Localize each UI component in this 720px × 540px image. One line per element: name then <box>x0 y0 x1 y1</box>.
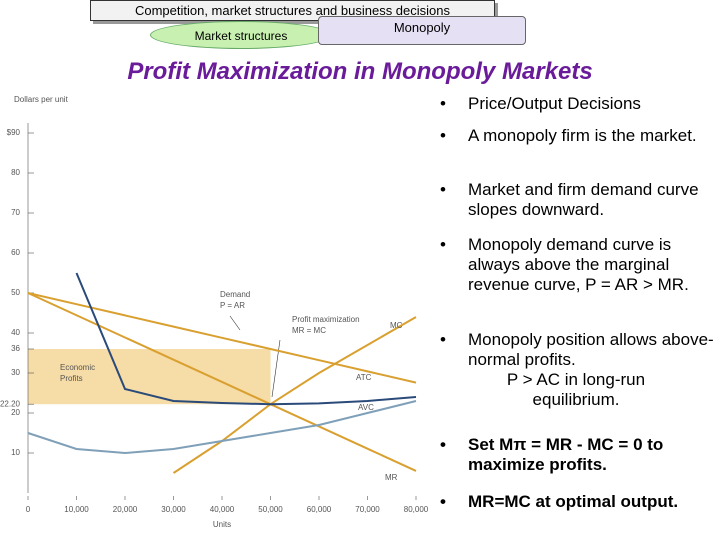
bullet-text: MR=MC at optimal output. <box>468 492 679 511</box>
y-tick-label: 30 <box>11 368 20 377</box>
y-tick-label: 36 <box>11 344 20 353</box>
bullet-text: Market and firm demand curve slopes down… <box>468 180 699 219</box>
x-tick-label: 80,000 <box>404 505 429 514</box>
bullet-dot: • <box>440 330 446 349</box>
x-axis-label: Units <box>213 520 231 529</box>
bullet: • Set Mπ = MR - MC = 0 to maximize profit… <box>440 435 718 475</box>
bullet-dot: • <box>440 94 446 113</box>
bullet-dot: • <box>440 180 446 199</box>
y-tick-label: 80 <box>11 168 20 177</box>
y-tick-label: 60 <box>11 248 20 257</box>
y-axis-label: Dollars per unit <box>14 95 69 104</box>
bullet-dot: • <box>440 126 446 145</box>
annotation: Demand <box>220 290 250 299</box>
curve <box>27 292 417 472</box>
bullet: • Monopoly position allows above-normal p… <box>440 330 718 410</box>
bullet: • MR=MC at optimal output. <box>440 492 718 512</box>
y-tick-label: 22.20 <box>0 399 21 408</box>
x-tick-label: 0 <box>26 505 31 514</box>
section-tab: Market structures <box>150 21 332 49</box>
y-tick-label: 10 <box>11 448 20 457</box>
x-tick-label: 70,000 <box>355 505 380 514</box>
bullet-dot: • <box>440 235 446 254</box>
bullet: • Market and firm demand curve slopes dow… <box>440 180 718 220</box>
bullet: • Monopoly demand curve is always above t… <box>440 235 718 295</box>
bullet-text: Set Mπ = MR - MC = 0 to maximize profits… <box>468 435 664 474</box>
x-tick-label: 20,000 <box>113 505 138 514</box>
y-tick-label: $90 <box>7 128 21 137</box>
curve <box>172 316 417 474</box>
bullet-dot: • <box>440 492 446 511</box>
curve-label: ATC <box>356 373 372 382</box>
x-tick-label: 10,000 <box>64 505 89 514</box>
annotation: Profit maximization <box>292 315 360 324</box>
y-tick-label: 50 <box>11 288 20 297</box>
slide-title: Profit Maximization in Monopoly Markets <box>127 58 593 85</box>
topic-tab: Monopoly <box>318 16 526 45</box>
x-tick-label: 40,000 <box>210 505 235 514</box>
x-tick-label: 30,000 <box>161 505 186 514</box>
annotation: Profits <box>60 374 83 383</box>
leader <box>271 339 281 398</box>
x-tick-label: 60,000 <box>307 505 332 514</box>
annotation: Economic <box>60 363 95 372</box>
bullet: • Price/Output Decisions <box>440 94 718 114</box>
course-banner: Competition, market structures and busin… <box>90 0 495 21</box>
curve <box>27 400 417 455</box>
annotation: MR = MC <box>292 326 326 335</box>
annotation: P = AR <box>220 301 245 310</box>
bullet-text: Monopoly position allows above-normal pr… <box>468 330 714 369</box>
bullet-text: A monopoly firm is the market. <box>468 126 697 145</box>
bullet-text: Monopoly demand curve is always above th… <box>468 235 689 294</box>
curve-label: MR <box>385 473 398 482</box>
y-tick-label: 40 <box>11 328 20 337</box>
y-tick-label: 70 <box>11 208 20 217</box>
bullet-sub: P > AC in long-run equilibrium. <box>506 370 646 409</box>
leader <box>229 315 241 331</box>
y-tick-label: 20 <box>11 408 20 417</box>
x-tick-label: 50,000 <box>258 505 283 514</box>
curve-label: AVC <box>358 403 374 412</box>
curve-label: MC <box>390 321 403 330</box>
bullet-dot: • <box>440 435 446 454</box>
curve <box>27 292 417 384</box>
bullet-text: Price/Output Decisions <box>468 94 641 113</box>
bullet: • A monopoly firm is the market. <box>440 126 718 146</box>
curve <box>75 272 417 406</box>
